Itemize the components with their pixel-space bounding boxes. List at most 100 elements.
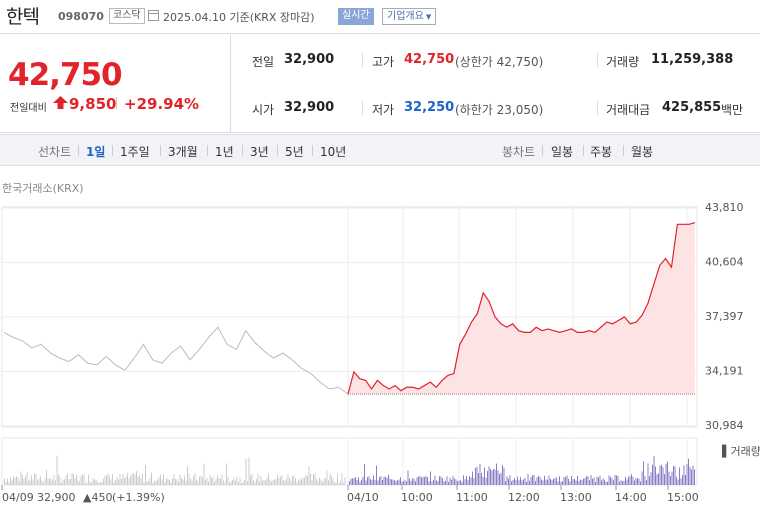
- volume-bar: [554, 478, 556, 485]
- calendar-icon: [148, 10, 159, 21]
- today-line: [347, 222, 696, 395]
- volume-bar: [365, 480, 367, 485]
- volume-bar: [451, 479, 452, 485]
- volume-bar: [416, 477, 418, 485]
- volume-bar: [419, 475, 421, 485]
- volume-bar: [380, 476, 382, 485]
- company-overview-label: 기업개요: [387, 11, 424, 22]
- volume-bar: [266, 477, 268, 485]
- volume-bar: [410, 480, 412, 485]
- volume-bar: [55, 480, 56, 485]
- volume-bar: [166, 478, 167, 485]
- volume-bar: [232, 479, 233, 485]
- volume-bar: [293, 475, 295, 485]
- candle-monthly[interactable]: 월봉: [631, 145, 654, 159]
- change-value: 9,850: [69, 95, 117, 113]
- volume-bar: [689, 466, 691, 485]
- today-fill: [348, 222, 695, 395]
- volume-bar: [668, 471, 670, 485]
- volume-bar: [556, 477, 557, 485]
- volume-bar: [238, 482, 239, 485]
- volume-bar: [685, 474, 686, 485]
- volume-bar: [593, 477, 595, 485]
- volume-bar: [196, 479, 197, 485]
- volume-bar: [590, 475, 592, 485]
- volume-bar: [500, 472, 502, 485]
- period-10y[interactable]: 10년: [320, 145, 347, 159]
- volume-bar: [319, 477, 320, 485]
- volume-bar: [457, 481, 458, 485]
- volume-bar: [622, 481, 623, 485]
- candle-weekly[interactable]: 주봉: [590, 145, 613, 159]
- volume-bar: [41, 480, 43, 485]
- volume-bar: [604, 479, 605, 485]
- volume-bar: [215, 479, 217, 485]
- volume-bar: [589, 480, 590, 485]
- volume-bar: [202, 477, 203, 485]
- volume-bar: [233, 477, 235, 485]
- volume-bar: [407, 470, 409, 485]
- volume-bar: [476, 466, 478, 485]
- x-tick-label: 14:00: [615, 491, 647, 504]
- volume-bar: [211, 477, 212, 485]
- candle-daily[interactable]: 일봉: [551, 145, 574, 159]
- y-tick-label: 30,984: [705, 419, 744, 432]
- volume-bar: [395, 480, 397, 485]
- company-overview-button[interactable]: 기업개요 ▼: [382, 8, 437, 25]
- volume-bar: [592, 478, 593, 485]
- volume-bar: [413, 478, 415, 485]
- volume-bar: [667, 461, 668, 485]
- volume-bar: [274, 479, 275, 485]
- volume-bar: [331, 475, 332, 485]
- volume-bar: [115, 479, 116, 485]
- volume-bar: [320, 479, 322, 485]
- volume-bar: [415, 481, 416, 485]
- volume-bar: [283, 480, 284, 485]
- volume-bar: [652, 464, 653, 485]
- stock-name: 한텍: [6, 6, 40, 28]
- volume-bar: [553, 478, 554, 485]
- volume-bar: [577, 475, 578, 485]
- volume-bar: [286, 478, 287, 485]
- volume-bar: [152, 482, 154, 485]
- volume-bar: [22, 474, 23, 485]
- footer-pct: (+1.39%): [112, 491, 165, 504]
- volume-bar: [503, 467, 505, 485]
- volume-bar: [635, 477, 637, 485]
- volume-bar: [535, 481, 536, 485]
- chart-footer: 32,900 ▲450 (+1.39%): [37, 491, 165, 504]
- volume-bar: [65, 475, 67, 485]
- volume-bar: [53, 475, 55, 485]
- period-5y[interactable]: 5년: [285, 145, 304, 159]
- volume-bar: [361, 479, 362, 485]
- y-tick-label: 43,810: [705, 201, 744, 214]
- volume-bar: [227, 476, 229, 485]
- period-1y[interactable]: 1년: [215, 145, 234, 159]
- base-date: 2025.04.10 기준(KRX 장마감): [163, 11, 315, 24]
- volume-bar: [173, 473, 175, 485]
- footer-price: 32,900: [37, 491, 76, 504]
- volume-bar: [629, 476, 631, 485]
- realtime-button[interactable]: 실시간: [338, 8, 374, 25]
- volume-bar: [496, 463, 497, 485]
- volume-bar: [182, 479, 184, 485]
- volume-bar: [452, 475, 454, 485]
- period-3y[interactable]: 3년: [250, 145, 269, 159]
- volume-bar: [328, 480, 329, 485]
- volume-bar: [38, 478, 40, 485]
- period-1w[interactable]: 1주일: [120, 145, 150, 159]
- volume-bar: [209, 474, 211, 485]
- today-fill-area: [348, 222, 695, 395]
- volume-bar: [454, 478, 455, 485]
- period-3m[interactable]: 3개월: [168, 145, 198, 159]
- volume-bar: [637, 478, 638, 485]
- volume-bar: [56, 455, 58, 485]
- volume-bar: [134, 474, 136, 485]
- volume-bar: [247, 481, 248, 485]
- volume-bar: [184, 475, 185, 485]
- volume-bar: [122, 474, 124, 485]
- volume-bar: [544, 475, 545, 485]
- volume-bar: [605, 481, 607, 485]
- period-1d[interactable]: 1일: [86, 145, 106, 159]
- volume-bar: [392, 479, 394, 485]
